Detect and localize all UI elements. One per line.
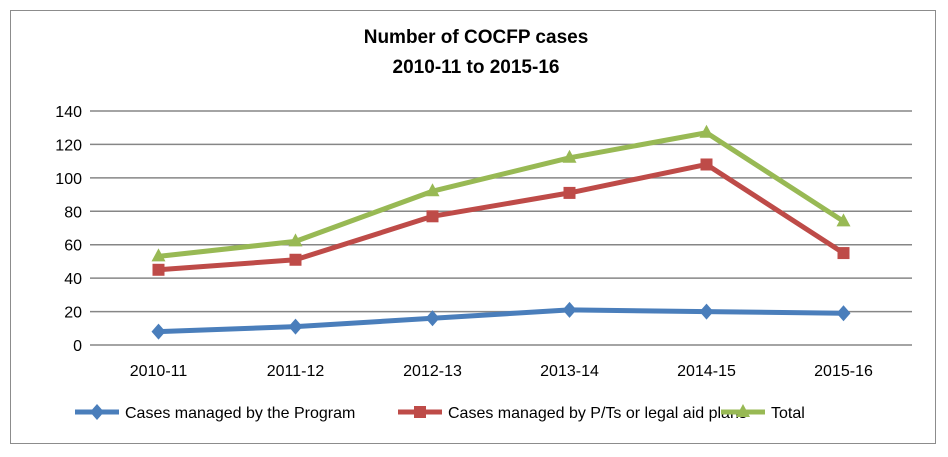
square-marker [289, 253, 302, 266]
triangle-marker [562, 149, 577, 163]
square-marker [700, 158, 713, 171]
y-tick-label: 20 [64, 305, 82, 322]
x-tick-label: 2015-16 [814, 363, 873, 380]
legend-label: Cases managed by P/Ts or legal aid plans [448, 405, 747, 422]
diamond-marker [836, 305, 851, 322]
square-marker [152, 263, 165, 276]
diamond-marker [288, 318, 303, 335]
series-line [158, 307, 844, 335]
y-tick-label: 100 [55, 171, 82, 188]
legend-label: Total [771, 405, 805, 422]
triangle-marker [736, 404, 750, 417]
triangle-marker [699, 124, 714, 138]
diamond-marker [90, 404, 104, 420]
square-marker [426, 210, 439, 223]
y-tick-label: 60 [64, 238, 82, 255]
y-tick-label: 80 [64, 204, 82, 221]
series-line [158, 161, 845, 273]
x-tick-label: 2011-12 [267, 363, 325, 380]
x-tick-label: 2010-11 [130, 363, 188, 380]
triangle-marker [151, 248, 166, 262]
y-tick-label: 120 [55, 137, 82, 154]
diamond-marker [562, 301, 577, 318]
x-tick-label: 2012-13 [403, 363, 462, 380]
y-tick-label: 140 [55, 104, 82, 121]
triangle-marker [425, 183, 440, 197]
triangle-marker [288, 233, 303, 247]
y-tick-label: 40 [64, 271, 82, 288]
y-tick-label: 0 [73, 338, 82, 355]
legend-label: Cases managed by the Program [125, 405, 355, 422]
x-tick-label: 2014-15 [677, 363, 736, 380]
chart-title-line-2: 2010-11 to 2015-16 [393, 57, 560, 78]
series-line [158, 130, 845, 259]
square-marker [414, 406, 426, 418]
diamond-marker [425, 310, 440, 327]
triangle-marker [836, 213, 851, 227]
square-marker [563, 186, 576, 199]
diamond-marker [151, 323, 166, 340]
chart-frame [10, 10, 936, 444]
x-tick-label: 2013-14 [540, 363, 599, 380]
chart-title-line-1: Number of COCFP cases [364, 27, 589, 48]
square-marker [837, 247, 850, 260]
diamond-marker [699, 303, 714, 320]
